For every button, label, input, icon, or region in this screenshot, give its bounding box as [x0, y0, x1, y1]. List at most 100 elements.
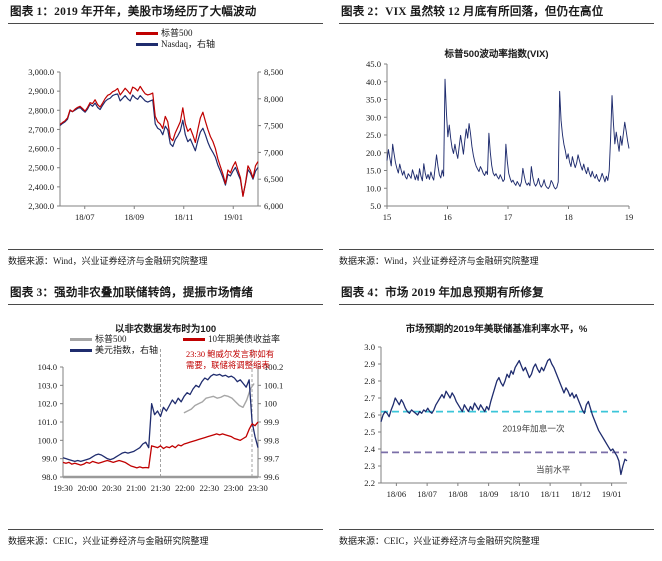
svg-text:2.7: 2.7 — [364, 393, 375, 403]
panel-3-plot: 98.0 99.0 100.0 101.0 102.0 103.0 104.0 99.6 99.… — [38, 349, 283, 493]
svg-text:2.4: 2.4 — [364, 444, 375, 454]
panel-4: 图表 4：市场 2019 年加息预期有所修复 市场预期的2019年美联储基准利率… — [331, 281, 662, 561]
panel-3-annotation: 23:30 鲍威尔发言称如有需要，联储将调整缩表 — [186, 350, 275, 370]
svg-text:23:00: 23:00 — [224, 483, 244, 493]
svg-text:99.6: 99.6 — [264, 472, 280, 482]
svg-text:7,500: 7,500 — [264, 121, 283, 131]
svg-text:21:30: 21:30 — [151, 483, 171, 493]
svg-text:8,000: 8,000 — [264, 94, 283, 104]
panel-2-title: 图表 2：VIX 虽然较 12 月底有所回落，但仍在高位 — [339, 0, 654, 24]
legend-swatch-icon — [136, 43, 158, 46]
svg-text:2019年加息一次: 2019年加息一次 — [502, 423, 564, 434]
panel-2-chart-area: 标普500波动率指数(VIX) 5.0 10.0 15.0 20.0 25.0 30.0 3… — [339, 24, 654, 236]
svg-text:2,400.0: 2,400.0 — [28, 182, 54, 192]
svg-text:104.0: 104.0 — [38, 362, 57, 372]
legend-label: 10年期美债收益率 — [208, 334, 281, 344]
svg-text:18/10: 18/10 — [510, 489, 530, 499]
svg-text:6,500: 6,500 — [264, 174, 283, 184]
svg-text:18/07: 18/07 — [75, 212, 95, 222]
panel-2-plot: 5.0 10.0 15.0 20.0 25.0 30.0 35.0 40.0 45.0 15 16 1… — [366, 59, 634, 222]
svg-text:2.5: 2.5 — [364, 427, 375, 437]
panel-3-legend-right: 10年期美债收益率 — [183, 334, 280, 345]
svg-text:2,300.0: 2,300.0 — [28, 201, 54, 211]
legend-label: Nasdaq，右轴 — [161, 39, 215, 49]
svg-text:20:00: 20:00 — [78, 483, 98, 493]
panel-4-chart-area: 市场预期的2019年美联储基准利率水平，% 2.2 2.3 2.4 2.5 2.6 2.7… — [339, 305, 654, 517]
svg-text:17: 17 — [504, 212, 513, 222]
svg-text:18/09: 18/09 — [479, 489, 499, 499]
legend-label: 美元指数，右轴 — [95, 345, 159, 355]
svg-text:99.7: 99.7 — [264, 454, 280, 464]
svg-text:3.0: 3.0 — [364, 342, 375, 352]
svg-text:19/01: 19/01 — [602, 489, 622, 499]
svg-text:100: 100 — [264, 399, 277, 409]
legend-swatch-icon — [70, 349, 92, 352]
svg-text:2.8: 2.8 — [364, 376, 375, 386]
svg-text:2,900.0: 2,900.0 — [28, 86, 54, 96]
legend-label: 标普500 — [95, 334, 127, 344]
svg-text:2,700.0: 2,700.0 — [28, 124, 54, 134]
svg-text:7,000: 7,000 — [264, 147, 283, 157]
svg-text:10.0: 10.0 — [366, 183, 381, 193]
svg-text:2,800.0: 2,800.0 — [28, 105, 54, 115]
svg-text:2.9: 2.9 — [364, 359, 375, 369]
svg-text:19: 19 — [625, 212, 634, 222]
svg-text:102.0: 102.0 — [38, 399, 57, 409]
panel-4-chart-title: 市场预期的2019年美联储基准利率水平，% — [405, 324, 588, 335]
panel-1-plot: 2,300.0 2,400.0 2,500.0 2,600.0 2,700.0 2,800… — [28, 67, 283, 222]
svg-text:99.8: 99.8 — [264, 435, 279, 445]
panel-3-source: 数据来源：CEIC，兴业证券经济与金融研究院整理 — [8, 529, 323, 547]
svg-text:18/06: 18/06 — [387, 489, 407, 499]
svg-text:23:30: 23:30 — [248, 483, 268, 493]
svg-text:8,500: 8,500 — [264, 67, 283, 77]
legend-swatch-icon — [183, 338, 205, 341]
panel-2-chart-title: 标普500波动率指数(VIX) — [444, 49, 549, 60]
svg-text:99.9: 99.9 — [264, 417, 279, 427]
svg-text:101.0: 101.0 — [38, 417, 57, 427]
svg-text:21:00: 21:00 — [126, 483, 146, 493]
svg-text:30.0: 30.0 — [366, 112, 381, 122]
panel-3-legend-left: 标普500 美元指数，右轴 — [70, 334, 158, 356]
svg-text:18: 18 — [564, 212, 573, 222]
svg-text:5.0: 5.0 — [370, 201, 381, 211]
panel-1-chart-area: 标普500 Nasdaq，右轴 2,300.0 2,400.0 2,500.0 2,6… — [8, 24, 323, 236]
svg-text:100.1: 100.1 — [264, 380, 283, 390]
svg-text:18/11: 18/11 — [540, 489, 559, 499]
svg-text:18/07: 18/07 — [417, 489, 437, 499]
svg-text:15: 15 — [383, 212, 392, 222]
svg-text:103.0: 103.0 — [38, 380, 57, 390]
legend-item-ust10y: 10年期美债收益率 — [183, 334, 280, 345]
svg-text:16: 16 — [443, 212, 452, 222]
svg-text:18/11: 18/11 — [174, 212, 193, 222]
panel-3-title: 图表 3：强劲非农叠加联储转鸽，提振市场情绪 — [8, 281, 323, 305]
svg-text:6,000: 6,000 — [264, 201, 283, 211]
svg-text:2.6: 2.6 — [364, 410, 375, 420]
svg-text:2,600.0: 2,600.0 — [28, 144, 54, 154]
panel-1-source: 数据来源：Wind，兴业证券经济与金融研究院整理 — [8, 249, 323, 267]
legend-item-nasdaq: Nasdaq，右轴 — [136, 39, 215, 50]
svg-text:2.2: 2.2 — [364, 478, 375, 488]
panel-2-source: 数据来源：Wind，兴业证券经济与金融研究院整理 — [339, 249, 654, 267]
svg-text:18/08: 18/08 — [448, 489, 468, 499]
legend-swatch-icon — [136, 32, 158, 35]
panel-1: 图表 1：2019 年开年，美股市场经历了大幅波动 标普500 Nasdaq，右… — [0, 0, 331, 281]
panel-2: 图表 2：VIX 虽然较 12 月底有所回落，但仍在高位 标普500波动率指数(… — [331, 0, 662, 281]
legend-item-usd-index: 美元指数，右轴 — [70, 345, 158, 356]
svg-text:15.0: 15.0 — [366, 166, 381, 176]
svg-text:45.0: 45.0 — [366, 59, 381, 69]
panel-3-chart-title: 以非农数据发布时为100 — [114, 324, 217, 335]
svg-text:2,500.0: 2,500.0 — [28, 163, 54, 173]
svg-text:20.0: 20.0 — [366, 148, 381, 158]
svg-text:当前水平: 当前水平 — [536, 463, 571, 474]
svg-text:2.3: 2.3 — [364, 461, 375, 471]
panel-3-chart-area: 以非农数据发布时为100 标普500 美元指数，右轴 10年期美债收益率 23:… — [8, 305, 323, 517]
panel-4-source: 数据来源：CEIC，兴业证券经济与金融研究院整理 — [339, 529, 654, 547]
column-divider — [331, 0, 332, 561]
legend-swatch-icon — [70, 338, 92, 341]
panel-4-title: 图表 4：市场 2019 年加息预期有所修复 — [339, 281, 654, 305]
panel-3: 图表 3：强劲非农叠加联储转鸽，提振市场情绪 以非农数据发布时为100 标普50… — [0, 281, 331, 561]
panel-1-title: 图表 1：2019 年开年，美股市场经历了大幅波动 — [8, 0, 323, 24]
svg-text:25.0: 25.0 — [366, 130, 381, 140]
svg-text:19:30: 19:30 — [53, 483, 73, 493]
